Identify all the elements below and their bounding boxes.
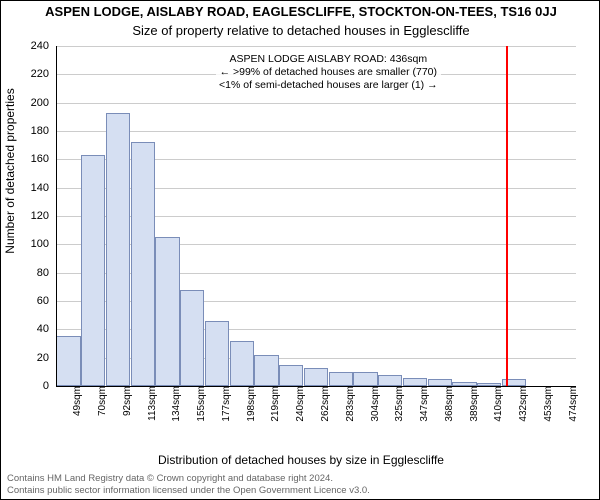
histogram-bar	[205, 321, 229, 386]
x-tick-label: 219sqm	[270, 386, 281, 436]
x-tick-label: 304sqm	[370, 386, 381, 436]
gridline	[56, 46, 576, 47]
y-tick-label: 240	[9, 40, 49, 52]
x-tick-label: 283sqm	[345, 386, 356, 436]
y-tick-label: 20	[9, 352, 49, 364]
annotation-line: <1% of semi-detached houses are larger (…	[219, 79, 438, 92]
y-axis-line	[56, 46, 57, 386]
histogram-bar	[353, 372, 377, 386]
histogram-bar	[106, 113, 130, 386]
y-tick-label: 140	[9, 182, 49, 194]
histogram-bar	[81, 155, 105, 386]
histogram-bar	[230, 341, 254, 386]
property-marker-line	[506, 46, 508, 386]
histogram-bar	[403, 378, 427, 387]
y-tick-label: 60	[9, 295, 49, 307]
histogram-bar	[304, 368, 328, 386]
y-axis-title: Number of detached properties	[3, 1, 17, 341]
footer-attribution: Contains HM Land Registry data © Crown c…	[7, 473, 593, 497]
x-tick-label: 240sqm	[295, 386, 306, 436]
x-tick-label: 453sqm	[543, 386, 554, 436]
y-tick-label: 200	[9, 97, 49, 109]
x-tick-label: 389sqm	[469, 386, 480, 436]
y-tick-label: 40	[9, 323, 49, 335]
histogram-bar	[329, 372, 353, 386]
plot-area: ASPEN LODGE AISLABY ROAD: 436sqm← >99% o…	[56, 46, 576, 386]
gridline	[56, 103, 576, 104]
x-tick-label: 432sqm	[518, 386, 529, 436]
x-tick-label: 134sqm	[171, 386, 182, 436]
footer-line-2: Contains public sector information licen…	[7, 485, 593, 497]
annotation-box: ASPEN LODGE AISLABY ROAD: 436sqm← >99% o…	[216, 52, 441, 93]
x-tick-label: 347sqm	[419, 386, 430, 436]
histogram-bar	[56, 336, 80, 386]
histogram-bar	[254, 355, 278, 386]
footer-line-1: Contains HM Land Registry data © Crown c…	[7, 473, 593, 485]
y-tick-label: 0	[9, 380, 49, 392]
histogram-bar	[131, 142, 155, 386]
histogram-bar	[155, 237, 179, 386]
annotation-line: ASPEN LODGE AISLABY ROAD: 436sqm	[219, 53, 438, 66]
chart-container: ASPEN LODGE, AISLABY ROAD, EAGLESCLIFFE,…	[0, 0, 600, 500]
x-tick-label: 410sqm	[493, 386, 504, 436]
histogram-bar	[180, 290, 204, 386]
y-tick-label: 100	[9, 238, 49, 250]
y-tick-label: 220	[9, 68, 49, 80]
chart-title-main: ASPEN LODGE, AISLABY ROAD, EAGLESCLIFFE,…	[1, 4, 600, 19]
y-tick-label: 80	[9, 267, 49, 279]
gridline	[56, 131, 576, 132]
x-tick-label: 70sqm	[97, 386, 108, 436]
x-tick-label: 49sqm	[72, 386, 83, 436]
x-tick-label: 368sqm	[444, 386, 455, 436]
y-tick-label: 180	[9, 125, 49, 137]
x-tick-label: 92sqm	[122, 386, 133, 436]
histogram-bar	[428, 379, 452, 386]
histogram-bar	[378, 375, 402, 386]
x-tick-label: 155sqm	[196, 386, 207, 436]
x-tick-label: 113sqm	[147, 386, 158, 436]
x-tick-label: 198sqm	[246, 386, 257, 436]
histogram-bar	[279, 365, 303, 386]
chart-title-sub: Size of property relative to detached ho…	[1, 23, 600, 38]
x-tick-label: 177sqm	[221, 386, 232, 436]
y-tick-label: 120	[9, 210, 49, 222]
y-tick-label: 160	[9, 153, 49, 165]
x-tick-label: 262sqm	[320, 386, 331, 436]
x-axis-title: Distribution of detached houses by size …	[1, 453, 600, 467]
x-tick-label: 325sqm	[394, 386, 405, 436]
annotation-line: ← >99% of detached houses are smaller (7…	[219, 66, 438, 79]
x-tick-label: 474sqm	[568, 386, 579, 436]
